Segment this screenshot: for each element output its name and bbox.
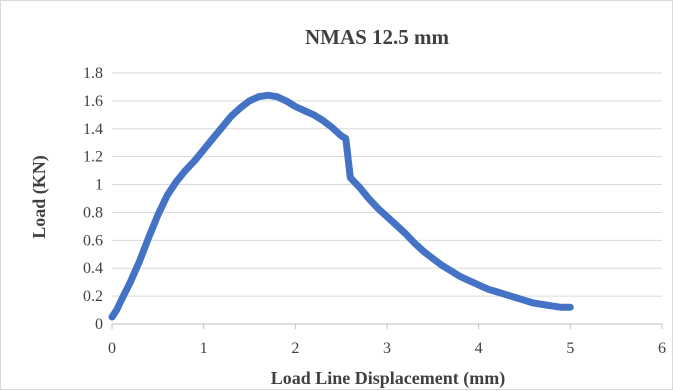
y-tick-label: 1.8	[83, 65, 103, 82]
x-tick-label: 5	[566, 340, 574, 357]
y-tick-label: 0.2	[83, 288, 103, 305]
x-tick-label: 2	[291, 340, 299, 357]
x-tick-label: 1	[200, 340, 208, 357]
x-tick-label: 4	[475, 340, 483, 357]
y-tick-label: 1	[95, 177, 103, 194]
chart-title: NMAS 12.5 mm	[305, 25, 450, 49]
y-axis-title: Load (KN)	[29, 155, 50, 239]
series-line	[108, 91, 574, 321]
tick-labels: 0 0.2 0.4 0.6 0.8 1 1.2 1.4 1.6 1.8 0 1 2 3 4 5 6	[83, 65, 666, 357]
axes	[111, 323, 663, 329]
x-axis-title: Load Line Displacement (mm)	[271, 368, 505, 389]
y-tick-label: 1.4	[83, 121, 103, 138]
x-tick-label: 6	[658, 340, 666, 357]
y-tick-label: 0	[95, 316, 103, 333]
y-tick-label: 1.6	[83, 93, 103, 110]
y-tick-label: 0.8	[83, 204, 103, 221]
gridlines	[112, 72, 662, 297]
series-layer	[108, 91, 574, 321]
x-tick-label: 0	[108, 340, 116, 357]
x-tick-label: 3	[383, 340, 391, 357]
y-tick-label: 1.2	[83, 149, 103, 166]
y-tick-label: 0.6	[83, 232, 103, 249]
y-tick-label: 0.4	[83, 260, 103, 277]
